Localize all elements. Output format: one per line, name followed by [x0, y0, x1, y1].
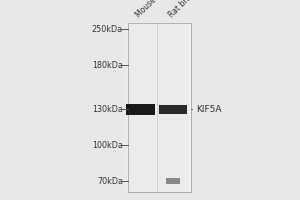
Bar [158, 23, 189, 192]
Text: KIF5A: KIF5A [196, 104, 222, 114]
Text: 70kDa: 70kDa [97, 176, 123, 186]
Text: 100kDa: 100kDa [92, 140, 123, 149]
Text: Mouse brain: Mouse brain [134, 0, 174, 19]
Text: 180kDa: 180kDa [92, 60, 123, 70]
Text: 130kDa: 130kDa [92, 104, 123, 114]
Bar [167, 178, 180, 184]
Bar [159, 104, 187, 114]
Text: Rat brain: Rat brain [167, 0, 199, 19]
Bar [128, 23, 190, 192]
Bar [126, 104, 155, 114]
Text: 250kDa: 250kDa [92, 24, 123, 33]
Bar [125, 23, 156, 192]
